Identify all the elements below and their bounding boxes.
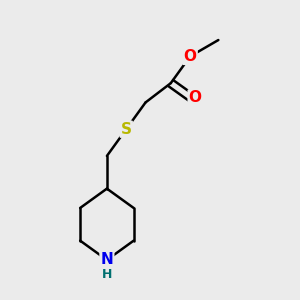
Text: N: N [100,253,113,268]
Text: H: H [102,268,112,281]
Text: S: S [121,122,132,137]
Text: O: O [189,91,202,106]
Text: O: O [184,49,196,64]
